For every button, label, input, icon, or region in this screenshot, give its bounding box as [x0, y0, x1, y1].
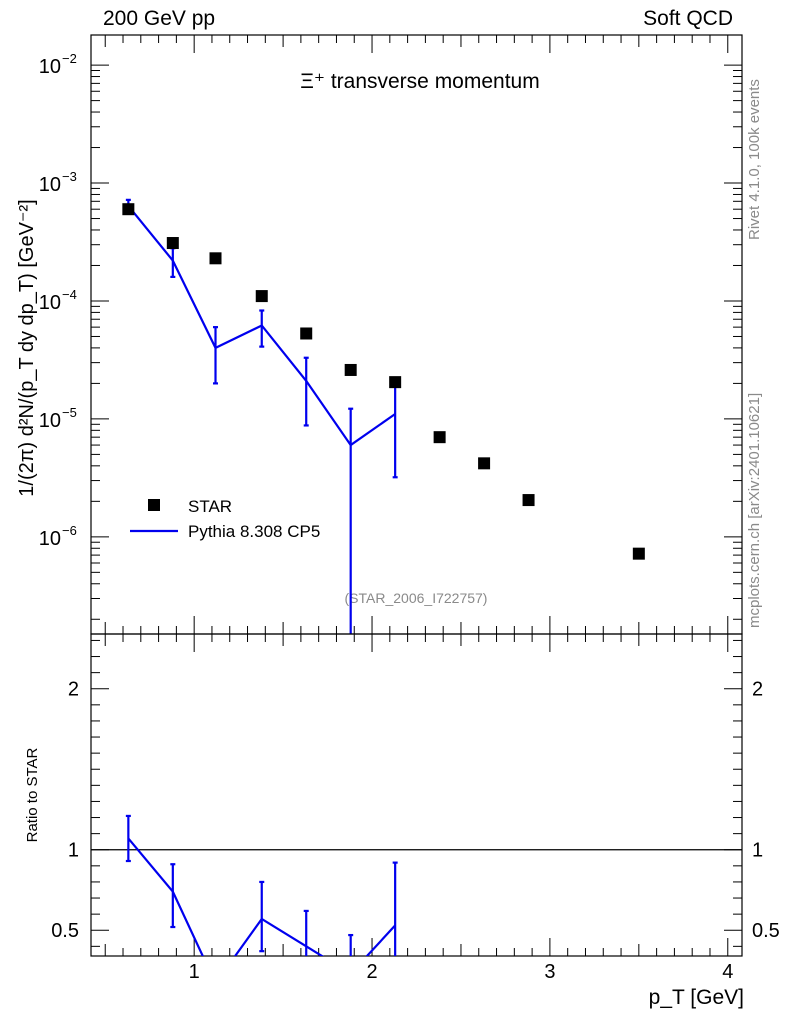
- mc-line: [127, 205, 396, 447]
- header-left-label: 200 GeV pp: [103, 7, 216, 30]
- legend-star-label: STAR: [188, 497, 232, 516]
- main-y-tick-exponent: −2: [62, 51, 77, 66]
- mc-series: [125, 198, 398, 634]
- chart-title: Ξ⁺ transverse momentum: [300, 70, 539, 93]
- main-y-tick-exponent: −6: [62, 523, 77, 538]
- legend-mc-label: Pythia 8.308 CP5: [188, 522, 320, 541]
- main-y-tick-exponent: −5: [62, 405, 77, 420]
- main-frame: [90, 34, 743, 635]
- ratio-frame: [90, 633, 743, 957]
- star-point: [300, 327, 313, 340]
- main-y-tick-label: 10: [39, 410, 61, 432]
- star-point: [122, 203, 135, 216]
- star-point: [522, 494, 535, 507]
- star-point: [344, 363, 357, 376]
- x-tick-label: 3: [544, 961, 555, 983]
- ratio-line: [127, 837, 396, 956]
- star-point: [478, 457, 491, 470]
- main-y-tick-exponent: −3: [62, 169, 77, 184]
- ratio-y-tick-label-right: 2: [752, 679, 763, 701]
- ratio-y-tick-label: 0.5: [51, 920, 79, 942]
- main-y-axis-label: 1/(2π) d²N/(p_T dy dp_T) [GeV⁻²]: [16, 199, 38, 496]
- main-y-axis-label-text: 1/(2π) d²N/(p_T dy dp_T) [GeV⁻²]: [16, 199, 38, 496]
- star-point: [255, 290, 268, 303]
- ratio-y-tick-label: 1: [68, 840, 79, 862]
- x-tick-label: 1: [189, 961, 200, 983]
- x-tick-label: 4: [722, 961, 733, 983]
- ratio-y-tick-label-right: 0.5: [752, 920, 780, 942]
- x-axis-label: p_T [GeV]: [649, 986, 744, 1009]
- ratio-y-tick-label: 2: [68, 679, 79, 701]
- x-tick-label: 2: [366, 961, 377, 983]
- main-y-tick-label: 10: [39, 174, 61, 196]
- analysis-watermark: (STAR_2006_I722757): [345, 590, 488, 606]
- ratio-ticks: [91, 634, 742, 956]
- ratio-mc-series: [125, 814, 398, 956]
- main-y-tick-label: 10: [39, 292, 61, 314]
- main-y-tick-label: 10: [39, 528, 61, 550]
- star-point: [632, 547, 645, 560]
- star-point: [433, 431, 446, 444]
- main-y-tick-exponent: −4: [62, 287, 77, 302]
- header-right-label: Soft QCD: [643, 7, 733, 30]
- main-y-tick-label: 10: [39, 56, 61, 78]
- ratio-tick-labels: 0.5 0.5 1 1 2 2 1 2 3 4: [51, 679, 780, 983]
- star-series: [122, 203, 645, 560]
- main-panel: 10−210−310−410−510−6 Ξ⁺ transverse momen…: [16, 34, 743, 635]
- main-ticks: [91, 35, 742, 634]
- main-y-tick-labels: 10−210−310−410−510−6: [39, 51, 77, 550]
- star-point: [389, 376, 402, 389]
- ratio-y-axis-label-text: Ratio to STAR: [24, 747, 41, 842]
- ratio-panel: 0.5 0.5 1 1 2 2 1 2 3 4 Ratio to STAR p_T [GeV]: [24, 633, 780, 1009]
- legend: STAR Pythia 8.308 CP5: [130, 497, 320, 541]
- star-point: [209, 252, 222, 265]
- ratio-y-axis-label: Ratio to STAR: [24, 747, 41, 842]
- star-point: [166, 237, 179, 250]
- legend-star-marker: [148, 499, 160, 511]
- ratio-y-tick-label-right: 1: [752, 840, 763, 862]
